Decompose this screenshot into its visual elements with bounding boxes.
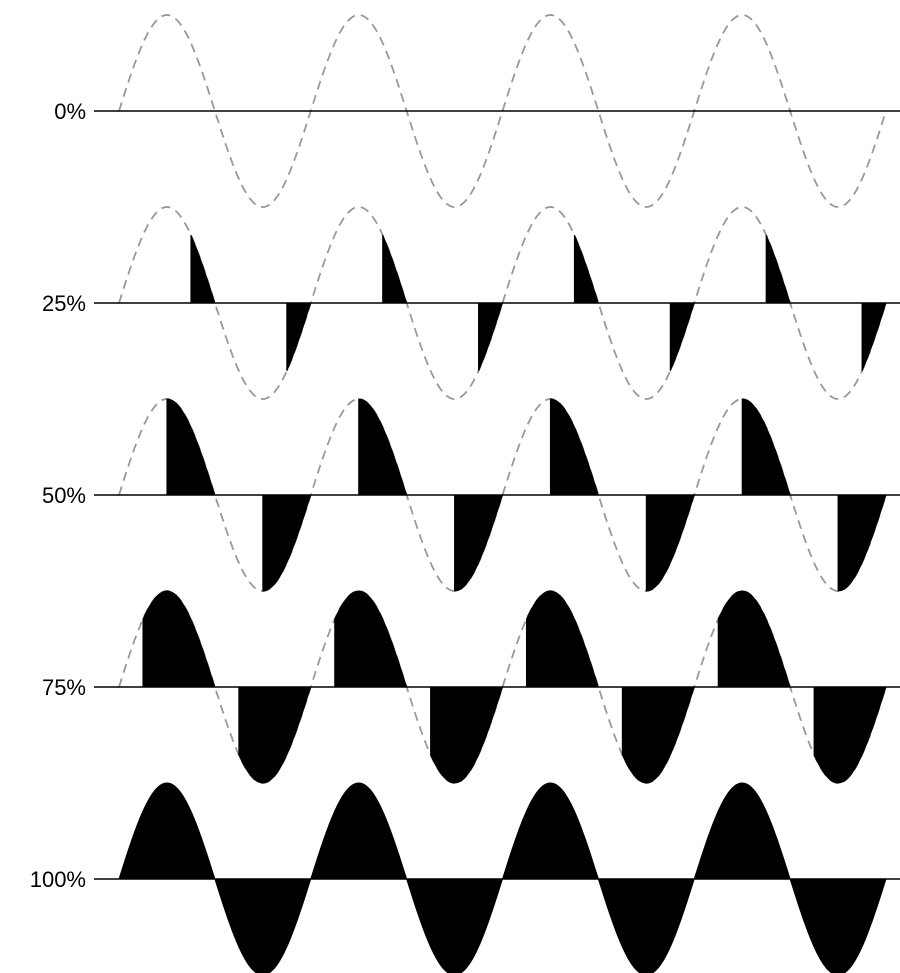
conducted-segment <box>478 302 504 372</box>
conducted-segment <box>597 878 695 973</box>
row-0: 0% <box>54 14 900 208</box>
conducted-segment <box>190 234 216 304</box>
conducted-segment <box>525 590 600 688</box>
conducted-segment <box>262 494 312 592</box>
conducted-segment <box>286 302 312 372</box>
conducted-segment <box>621 686 695 784</box>
row-label: 100% <box>30 867 86 892</box>
row-label: 75% <box>42 675 86 700</box>
conducted-segment <box>238 686 312 784</box>
conducted-segment <box>765 234 791 304</box>
conducted-segment <box>334 590 408 688</box>
conducted-segment <box>454 494 504 592</box>
conducted-segment <box>166 398 216 496</box>
conducted-segment <box>837 494 887 592</box>
row-label: 25% <box>42 291 86 316</box>
row-label: 0% <box>54 99 86 124</box>
conducted-segment <box>501 782 600 880</box>
conducted-segment <box>358 398 408 496</box>
conducted-segment <box>382 234 408 304</box>
row-2: 50% <box>42 398 900 592</box>
conducted-segment <box>430 686 504 784</box>
conducted-segment <box>645 494 695 592</box>
conducted-segment <box>549 398 600 496</box>
conducted-segment <box>214 878 312 973</box>
row-label: 50% <box>42 483 86 508</box>
row-3: 75% <box>42 590 900 784</box>
reference-sine-wave <box>118 206 887 400</box>
conducted-segment <box>813 686 887 784</box>
conducted-segment <box>717 590 791 688</box>
conducted-segment <box>310 782 408 880</box>
conducted-segment <box>741 398 791 496</box>
conducted-segment <box>405 878 504 973</box>
conducted-segment <box>118 782 216 880</box>
conducted-segment <box>669 302 695 372</box>
conducted-segment <box>142 590 216 688</box>
conducted-segment <box>861 302 887 372</box>
conducted-segment <box>789 878 887 973</box>
conducted-segment <box>573 234 600 304</box>
reference-sine-wave <box>118 14 887 208</box>
conducted-segment <box>693 782 791 880</box>
row-4: 100% <box>30 782 900 973</box>
row-1: 25% <box>42 206 900 400</box>
